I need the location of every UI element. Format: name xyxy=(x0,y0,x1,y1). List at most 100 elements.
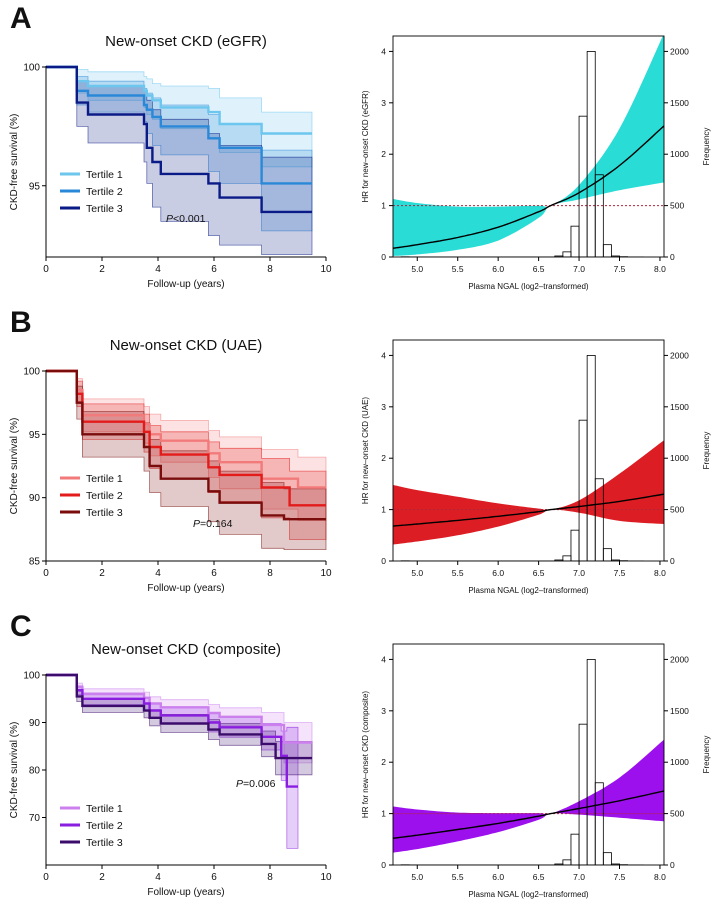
p-value-symbol: P xyxy=(236,778,243,790)
freq-y-label: Frequency xyxy=(702,432,711,470)
freq-tick-label: 2000 xyxy=(670,654,689,664)
hr-y-tick-label: 2 xyxy=(381,149,386,159)
legend-label-2: Tertile 2 xyxy=(86,490,123,502)
hr-x-label: Plasma NGAL (log2–transformed) xyxy=(468,890,589,899)
km-title: New-onset CKD (UAE) xyxy=(110,337,263,354)
km-y-tick-label: 85 xyxy=(29,557,41,568)
hr-x-tick-label: 5.5 xyxy=(452,264,464,274)
hr-ci-band xyxy=(393,36,664,256)
freq-tick-label: 1500 xyxy=(670,98,689,108)
histogram-bar xyxy=(602,548,612,561)
hr-y-tick-label: 0 xyxy=(381,556,386,566)
freq-y-label: Frequency xyxy=(702,736,711,774)
hr-plot-area xyxy=(393,36,664,257)
km-chart-1: New-onset CKD (UAE) 0 2 4 6 8 10 100 95 90 85 Follo… xyxy=(9,337,332,594)
hr-x-tick-label: 5.5 xyxy=(452,568,464,578)
hr-x-tick-label: 7.5 xyxy=(614,872,626,882)
km-x-tick-label: 8 xyxy=(267,568,273,579)
histogram-bar xyxy=(562,555,572,561)
freq-tick-label: 1500 xyxy=(670,706,689,716)
km-y-label: CKD-free survival (%) xyxy=(9,114,20,211)
hr-chart-2: 5.0 5.5 6.0 6.5 7.0 7.5 8.0 0 1 2 3 4 0 500 1000 1500 20… xyxy=(361,643,711,899)
hr-y-label: HR for new–onset CKD (eGFR) xyxy=(361,90,370,202)
km-y-tick-label: 90 xyxy=(29,493,41,504)
km-x-tick-label: 10 xyxy=(320,264,332,275)
km-ci-band-1 xyxy=(46,66,313,168)
km-y-tick-label: 70 xyxy=(29,813,41,824)
freq-tick-label: 1000 xyxy=(670,453,689,463)
km-y-label: CKD-free survival (%) xyxy=(9,722,20,819)
hr-y-tick-label: 2 xyxy=(381,453,386,463)
hr-x-tick-label: 7.5 xyxy=(614,568,626,578)
panel-letter-a: A xyxy=(10,2,32,35)
hr-chart-1: 5.0 5.5 6.0 6.5 7.0 7.5 8.0 0 1 2 3 4 0 500 1000 1500 20… xyxy=(361,339,711,595)
km-x-label: Follow-up (years) xyxy=(147,887,224,898)
p-value: P=0.006 xyxy=(236,778,276,790)
km-x-tick-label: 6 xyxy=(211,872,217,883)
freq-tick-label: 500 xyxy=(670,809,684,819)
hr-y-tick-label: 2 xyxy=(381,757,386,767)
hr-plot-frame xyxy=(392,643,665,866)
hr-x-tick-label: 5.0 xyxy=(411,568,423,578)
km-line-2 xyxy=(46,673,298,788)
hr-x-tick-label: 5.0 xyxy=(411,872,423,882)
km-x-tick-label: 10 xyxy=(320,568,332,579)
histogram-bar xyxy=(602,852,612,865)
km-title: New-onset CKD (composite) xyxy=(91,641,281,658)
km-y-tick-label: 100 xyxy=(23,63,40,74)
hr-x-tick-label: 8.0 xyxy=(654,568,666,578)
hr-y-tick-label: 3 xyxy=(381,706,386,716)
km-y-tick-label: 90 xyxy=(29,718,41,729)
km-x-label: Follow-up (years) xyxy=(147,583,224,594)
histogram-bar xyxy=(570,225,580,257)
km-x-tick-label: 4 xyxy=(155,872,161,883)
km-y-label: CKD-free survival (%) xyxy=(9,418,20,515)
hr-x-label: Plasma NGAL (log2–transformed) xyxy=(468,586,589,595)
km-x-tick-label: 4 xyxy=(155,568,161,579)
km-line-3 xyxy=(46,673,312,760)
hr-x-tick-label: 8.0 xyxy=(654,872,666,882)
legend-label-1: Tertile 1 xyxy=(86,803,123,815)
hr-x-tick-label: 5.0 xyxy=(411,264,423,274)
km-x-tick-label: 2 xyxy=(99,568,105,579)
freq-tick-label: 500 xyxy=(670,505,684,515)
p-value-symbol: P xyxy=(166,213,173,225)
freq-tick-label: 1500 xyxy=(670,402,689,412)
hr-plot-area xyxy=(393,659,664,865)
km-x-tick-label: 2 xyxy=(99,264,105,275)
hr-ci-band xyxy=(393,440,664,545)
freq-tick-label: 0 xyxy=(670,556,675,566)
km-title: New-onset CKD (eGFR) xyxy=(105,33,267,50)
km-line-2 xyxy=(46,65,312,185)
legend-label-1: Tertile 1 xyxy=(86,169,123,181)
km-line-3 xyxy=(46,369,326,521)
hr-chart-0: 5.0 5.5 6.0 6.5 7.0 7.5 8.0 0 1 2 3 4 0 500 1000 1500 20… xyxy=(361,35,711,291)
histogram-bar xyxy=(562,251,572,257)
hr-y-tick-label: 4 xyxy=(381,46,386,56)
km-y-tick-label: 95 xyxy=(29,430,41,441)
km-line-2 xyxy=(46,369,326,507)
hr-x-tick-label: 6.5 xyxy=(533,872,545,882)
histogram-bar xyxy=(562,859,572,865)
legend-label-2: Tertile 2 xyxy=(86,186,123,198)
freq-tick-label: 1000 xyxy=(670,149,689,159)
panel-letter-c: C xyxy=(10,610,32,643)
hr-x-tick-label: 5.5 xyxy=(452,872,464,882)
hr-y-tick-label: 3 xyxy=(381,98,386,108)
km-x-label: Follow-up (years) xyxy=(147,279,224,290)
hr-plot-frame xyxy=(392,339,665,562)
hr-x-tick-label: 7.0 xyxy=(573,568,585,578)
hr-y-tick-label: 0 xyxy=(381,252,386,262)
km-x-tick-label: 10 xyxy=(320,872,332,883)
p-value-number: =0.006 xyxy=(243,778,276,790)
hr-plot-frame xyxy=(392,35,665,258)
freq-tick-label: 500 xyxy=(670,201,684,211)
hr-x-tick-label: 7.0 xyxy=(573,872,585,882)
km-line-3 xyxy=(46,65,312,214)
hr-y-label: HR for new–onset CKD (UAE) xyxy=(361,397,370,504)
hr-x-tick-label: 6.5 xyxy=(533,568,545,578)
freq-tick-label: 1000 xyxy=(670,757,689,767)
p-value: P=0.164 xyxy=(193,518,233,530)
histogram-bar xyxy=(586,659,596,865)
